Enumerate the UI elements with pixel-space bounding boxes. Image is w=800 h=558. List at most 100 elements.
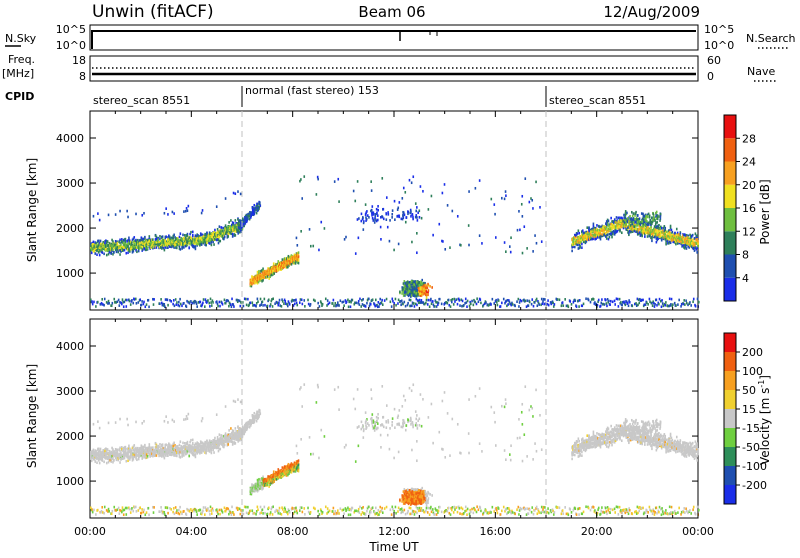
velocity-cell — [100, 448, 102, 451]
power-cell — [542, 302, 544, 305]
power-cell — [187, 209, 189, 212]
power-cell — [125, 240, 127, 243]
power-cell — [190, 231, 192, 234]
power-cell — [148, 299, 150, 302]
power-cell — [213, 243, 215, 246]
power-cell — [426, 296, 428, 299]
power-cell — [501, 197, 503, 200]
power-cell — [185, 210, 187, 213]
power-cell — [363, 228, 365, 231]
power-cell — [142, 238, 144, 241]
power-cell — [281, 305, 283, 308]
power-cell — [391, 216, 393, 219]
power-cell — [159, 235, 161, 238]
power-cell — [249, 211, 251, 214]
power-cell — [119, 304, 121, 307]
power-cell — [247, 298, 249, 301]
power-cell — [402, 218, 404, 221]
power-cell — [282, 300, 284, 303]
power-cell — [377, 214, 379, 217]
power-cell — [692, 300, 694, 303]
power-cell — [581, 243, 583, 246]
power-cell — [91, 300, 93, 303]
colorbar-swatch — [724, 185, 736, 208]
power-cell — [656, 298, 658, 301]
power-scatter — [90, 175, 700, 308]
freq-tick-top: 18 — [72, 54, 86, 67]
power-cell — [375, 299, 377, 302]
power-cell — [152, 238, 154, 241]
power-cell — [141, 300, 143, 303]
power-cell — [419, 284, 421, 287]
power-cell — [503, 298, 505, 301]
power-cell — [373, 211, 375, 214]
power-cell — [590, 301, 592, 304]
power-cell — [200, 301, 202, 304]
power-cell — [256, 212, 258, 215]
power-cell — [623, 214, 625, 217]
power-cell — [504, 241, 506, 244]
power-cell — [217, 228, 219, 231]
nsky-tick-top: 10^5 — [56, 23, 86, 36]
power-cell — [617, 230, 619, 233]
power-cell — [425, 287, 427, 290]
power-cell — [625, 304, 627, 307]
power-cell — [359, 303, 361, 306]
power-cell — [402, 287, 404, 290]
power-cell — [122, 298, 124, 301]
power-cell — [682, 241, 684, 244]
power-cell — [257, 300, 259, 303]
cpid-label: CPID — [5, 90, 34, 103]
power-cell — [209, 305, 211, 308]
power-cell — [244, 218, 246, 221]
power-cell — [466, 305, 468, 308]
power-cell — [202, 209, 204, 212]
power-cell — [243, 305, 245, 308]
power-cell — [494, 213, 496, 216]
power-cell — [630, 224, 632, 227]
power-cell — [141, 304, 143, 307]
power-cell — [176, 301, 178, 304]
power-cell — [593, 223, 595, 226]
velocity-cell — [108, 422, 110, 425]
power-cell — [227, 235, 229, 238]
power-cell — [514, 305, 516, 308]
power-cell — [657, 216, 659, 219]
power-cell — [206, 231, 208, 234]
power-cell — [327, 299, 329, 302]
power-cell — [296, 304, 298, 307]
power-cell — [524, 300, 526, 303]
power-cell — [659, 228, 661, 231]
power-cell — [633, 230, 635, 233]
power-cell — [350, 305, 352, 308]
power-cell — [412, 213, 414, 216]
power-cell — [195, 248, 197, 251]
power-cell — [143, 301, 145, 304]
power-cell — [419, 299, 421, 302]
velocity-scatter — [90, 383, 700, 516]
power-cell — [532, 207, 534, 210]
power-cell — [314, 300, 316, 303]
power-cell — [207, 299, 209, 302]
power-cell — [118, 299, 120, 302]
power-cell — [628, 223, 630, 226]
power-cell — [133, 250, 135, 253]
power-cell — [518, 298, 520, 301]
power-cell — [398, 215, 400, 218]
power-cell — [634, 218, 636, 221]
power-cell — [255, 305, 257, 308]
power-cell — [237, 190, 239, 193]
power-cell — [296, 237, 298, 240]
power-cell — [163, 303, 165, 306]
power-cell — [117, 242, 119, 245]
nave-label: Nave — [747, 65, 775, 78]
power-cell — [386, 196, 388, 199]
power-cell — [284, 300, 286, 303]
power-cell — [518, 210, 520, 213]
power-cell — [480, 298, 482, 301]
nave-tick-top: 60 — [707, 54, 721, 67]
power-cell — [253, 213, 255, 216]
power-cell — [219, 305, 221, 308]
power-cell — [452, 210, 454, 213]
